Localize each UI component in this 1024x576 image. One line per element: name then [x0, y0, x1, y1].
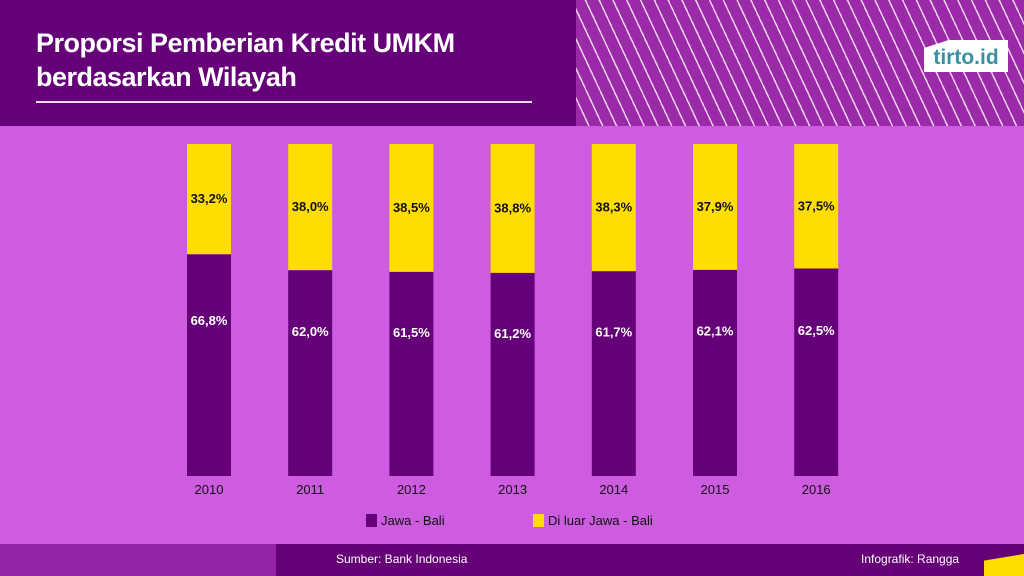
- page-title: Proporsi Pemberian Kredit UMKM berdasark…: [36, 26, 455, 94]
- bar-jawa-bali: [794, 268, 839, 476]
- bar-jawa-bali: [389, 271, 434, 476]
- source-text: Sumber: Bank Indonesia: [336, 552, 468, 566]
- bar-jawa-bali: [591, 271, 636, 476]
- data-label-jawa-bali: 62,5%: [798, 323, 835, 338]
- x-tick-label: 2016: [802, 482, 831, 497]
- data-label-jawa-bali: 61,2%: [494, 326, 531, 341]
- footer-accent: [0, 544, 276, 576]
- data-label-jawa-bali: 61,7%: [595, 325, 632, 340]
- legend-item-jawa-bali: Jawa - Bali: [366, 513, 445, 528]
- bar-jawa-bali: [693, 269, 737, 476]
- tirto-logo: tirto.id: [924, 40, 1008, 72]
- stacked-bar-chart: 33,2% 66,8% 2010 38,0% 62,0% 2011 38,5% 61,5% 20…: [187, 144, 839, 497]
- data-label-luar-jawa-bali: 33,2%: [191, 191, 228, 206]
- credit-text: Infografik: Rangga: [861, 552, 960, 566]
- bar-jawa-bali: [187, 254, 231, 476]
- data-label-jawa-bali: 62,1%: [697, 324, 734, 339]
- legend-label: Di luar Jawa - Bali: [548, 513, 653, 528]
- bar-jawa-bali: [288, 270, 333, 476]
- x-tick-label: 2012: [397, 482, 426, 497]
- corner-accent: [984, 554, 1024, 576]
- data-label-luar-jawa-bali: 38,5%: [393, 200, 430, 215]
- legend-swatch-jawa-bali: [366, 514, 377, 527]
- bar-luar-jawa-bali: [288, 144, 333, 271]
- data-label-jawa-bali: 62,0%: [292, 324, 329, 339]
- data-label-luar-jawa-bali: 37,5%: [798, 198, 835, 213]
- data-label-jawa-bali: 66,8%: [191, 313, 228, 328]
- x-tick-label: 2013: [498, 482, 527, 497]
- data-label-luar-jawa-bali: 38,8%: [494, 200, 531, 215]
- bar-jawa-bali: [490, 272, 535, 476]
- legend-item-luar-jawa-bali: Di luar Jawa - Bali: [533, 513, 653, 528]
- bar-luar-jawa-bali: [591, 144, 636, 272]
- bar-luar-jawa-bali: [490, 144, 535, 273]
- legend-label: Jawa - Bali: [381, 513, 445, 528]
- x-tick-label: 2014: [599, 482, 628, 497]
- x-tick-label: 2010: [195, 482, 224, 497]
- title-divider: [36, 101, 532, 103]
- bar-luar-jawa-bali: [794, 144, 839, 269]
- title-line-1: Proporsi Pemberian Kredit UMKM: [36, 28, 455, 58]
- data-label-luar-jawa-bali: 38,3%: [595, 200, 632, 215]
- bar-luar-jawa-bali: [187, 144, 231, 255]
- data-label-jawa-bali: 61,5%: [393, 325, 430, 340]
- data-label-luar-jawa-bali: 37,9%: [697, 199, 734, 214]
- legend-swatch-luar-jawa-bali: [533, 514, 544, 527]
- x-tick-label: 2011: [296, 482, 324, 497]
- title-line-2: berdasarkan Wilayah: [36, 62, 297, 92]
- bar-luar-jawa-bali: [389, 144, 434, 272]
- data-label-luar-jawa-bali: 38,0%: [292, 199, 329, 214]
- bar-luar-jawa-bali: [693, 144, 737, 270]
- x-tick-label: 2015: [701, 482, 730, 497]
- header-panel: [0, 0, 576, 126]
